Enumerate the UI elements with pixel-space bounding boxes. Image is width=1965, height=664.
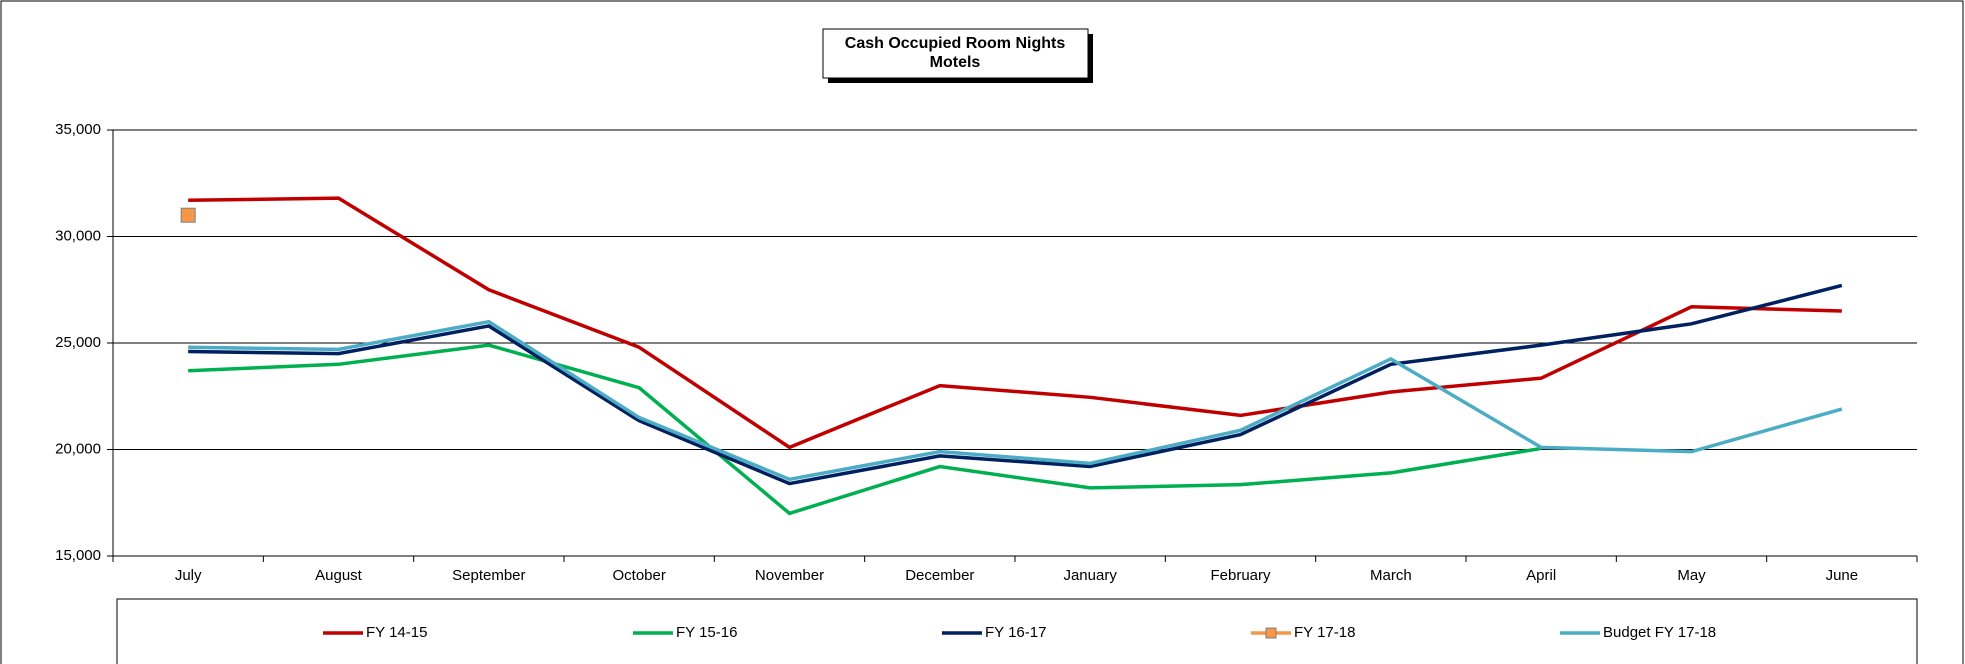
x-tick-label: July [175,567,202,584]
x-tick-label: September [452,567,525,584]
x-tick-label: May [1677,567,1706,584]
legend-label: FY 15-16 [676,624,737,641]
chart-subtitle: Motels [930,54,981,71]
x-tick-label: October [612,567,665,584]
x-tick-label: November [755,567,824,584]
x-tick-label: April [1526,567,1556,584]
y-tick-label: 20,000 [55,440,101,457]
y-tick-label: 30,000 [55,227,101,244]
x-tick-label: March [1370,567,1412,584]
series-line [188,343,1542,516]
legend-box [116,598,1918,664]
x-tick-label: December [905,567,974,584]
series-line [188,319,1843,482]
x-tick-label: June [1826,567,1859,584]
chart-title: Cash Occupied Room Nights [845,35,1066,52]
y-tick-label: 25,000 [55,334,101,351]
y-tick-label: 15,000 [55,547,101,564]
legend-label: FY 17-18 [1294,624,1355,641]
legend-label: FY 16-17 [985,624,1046,641]
x-tick-label: January [1063,567,1117,584]
legend-label: FY 14-15 [366,624,427,641]
point-marker [180,207,196,223]
legend-marker [1265,627,1277,639]
x-tick-label: February [1210,567,1271,584]
series-line [188,196,1842,450]
series-line [188,283,1843,486]
y-tick-label: 35,000 [55,121,101,138]
x-tick-label: August [315,567,363,584]
title-box [822,28,1089,79]
legend-label: Budget FY 17-18 [1603,624,1716,641]
